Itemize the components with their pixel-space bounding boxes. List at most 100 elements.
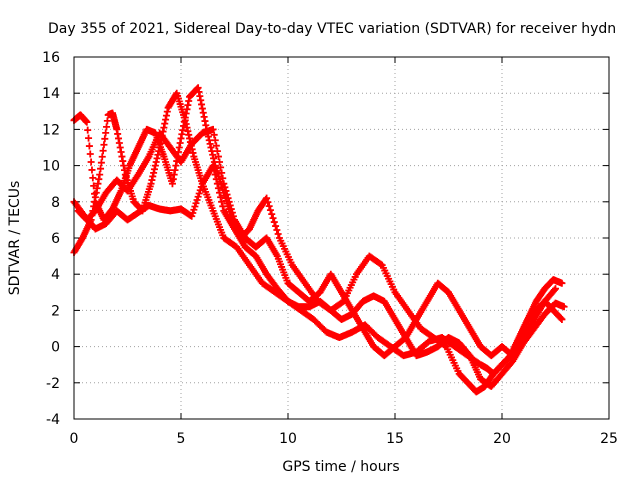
data-point-marker (266, 206, 274, 214)
y-tick-label: 2 (51, 303, 60, 319)
data-point-marker (269, 214, 277, 222)
data-point-marker (87, 158, 95, 166)
data-point-marker (228, 209, 236, 217)
data-point-marker (268, 210, 276, 218)
data-point-marker (223, 191, 231, 199)
data-point-marker (197, 183, 205, 191)
chart-title: Day 355 of 2021, Sidereal Day-to-day VTE… (48, 21, 616, 37)
data-point-marker (263, 194, 271, 202)
series-track-d (70, 162, 568, 390)
data-point-marker (194, 193, 202, 201)
data-point-marker (218, 169, 226, 177)
data-point-marker (558, 315, 566, 323)
data-point-marker (209, 125, 217, 133)
y-axis-label: SDTVAR / TECUs (7, 181, 23, 296)
y-tick-label: 6 (51, 231, 60, 247)
x-tick-label: 10 (279, 431, 297, 447)
data-point-marker (227, 205, 235, 213)
data-point-marker (96, 171, 104, 179)
data-point-marker (88, 166, 96, 174)
data-point-marker (100, 141, 108, 149)
y-tick-label: 12 (42, 122, 60, 138)
data-point-marker (103, 123, 111, 131)
data-point-marker (86, 150, 94, 158)
x-tick-label: 25 (600, 431, 618, 447)
y-tick-label: 10 (42, 159, 60, 175)
data-point-marker (211, 171, 219, 179)
y-tick-label: 14 (42, 86, 60, 102)
data-point-marker (558, 279, 566, 287)
x-tick-label: 15 (386, 431, 404, 447)
data-point-marker (225, 198, 233, 206)
data-point-marker (89, 174, 97, 182)
data-point-marker (377, 260, 385, 268)
data-point-marker (213, 180, 221, 188)
data-point-marker (216, 189, 224, 197)
data-point-marker (212, 142, 220, 150)
x-axis-label: GPS time / hours (282, 459, 399, 475)
data-point-marker (226, 201, 234, 209)
data-point-marker (196, 186, 204, 194)
data-point-marker (210, 166, 218, 174)
data-point-marker (273, 226, 281, 234)
data-point-marker (550, 286, 558, 294)
data-point-marker (274, 230, 282, 238)
y-tick-label: 16 (42, 50, 60, 66)
data-markers (70, 84, 568, 396)
y-tick-label: -2 (46, 376, 60, 392)
x-tick-label: 0 (70, 431, 79, 447)
y-tick-label: 0 (51, 340, 60, 356)
data-point-marker (102, 129, 110, 137)
data-point-marker (217, 193, 225, 201)
data-point-marker (212, 175, 220, 183)
data-point-marker (190, 206, 198, 214)
y-tick-label: -4 (46, 412, 60, 428)
data-point-marker (552, 285, 559, 293)
x-tick-label: 20 (493, 431, 511, 447)
data-point-marker (213, 147, 221, 155)
data-point-marker (220, 180, 228, 188)
data-point-marker (214, 153, 222, 161)
data-point-marker (189, 209, 197, 217)
data-point-marker (211, 136, 219, 144)
data-point-marker (97, 159, 105, 167)
data-point-marker (270, 218, 278, 226)
data-point-marker (214, 184, 222, 192)
x-tick-label: 5 (177, 431, 186, 447)
data-point-marker (272, 222, 280, 230)
data-point-marker (195, 189, 203, 197)
y-tick-label: 8 (51, 195, 60, 211)
data-point-marker (97, 165, 105, 173)
data-point-marker (98, 153, 106, 161)
data-point-marker (188, 212, 196, 220)
data-point-marker (85, 142, 93, 150)
plot-frame (73, 56, 610, 420)
data-point-marker (83, 118, 91, 126)
data-point-marker (219, 174, 227, 182)
data-point-marker (209, 162, 217, 170)
x-axis-ticks: 0 5 10 15 20 25 (70, 57, 618, 447)
data-point-marker (224, 194, 232, 202)
data-point-marker (216, 158, 224, 166)
data-point-marker (101, 135, 109, 143)
data-point-marker (210, 131, 218, 139)
data-point-marker (85, 134, 93, 142)
y-tick-label: 4 (51, 267, 60, 283)
data-point-marker (99, 147, 107, 155)
data-point-marker (222, 187, 230, 195)
data-point-marker (219, 202, 227, 210)
data-point-marker (192, 199, 200, 207)
data-point-marker (229, 212, 237, 220)
data-point-marker (217, 163, 225, 171)
data-point-marker (84, 126, 92, 134)
data-point-marker (191, 203, 199, 211)
data-point-marker (91, 190, 99, 198)
data-point-marker (465, 350, 473, 358)
data-point-marker (264, 198, 272, 206)
data-point-marker (560, 303, 568, 311)
data-point-marker (218, 198, 226, 206)
data-point-marker (90, 182, 98, 190)
data-point-marker (103, 117, 111, 125)
data-point-marker (193, 196, 201, 204)
